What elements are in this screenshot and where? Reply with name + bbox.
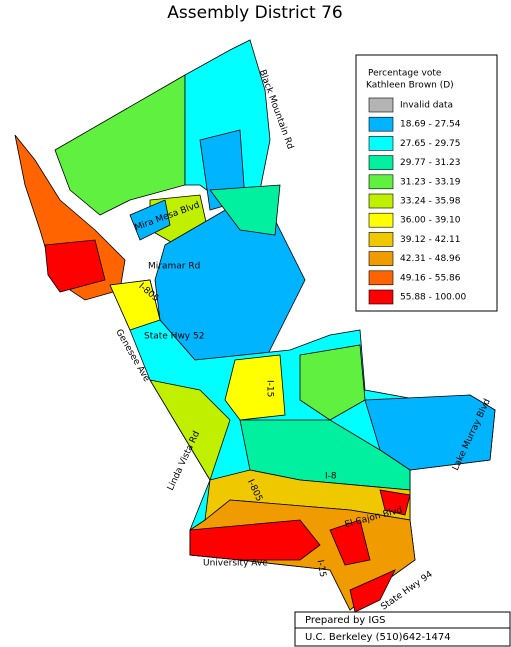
road-label: I-15 — [265, 380, 275, 397]
legend-label: 27.65 - 29.75 — [400, 139, 461, 149]
region — [189, 519, 321, 561]
legend-swatch — [368, 270, 394, 286]
road-label: Miramar Rd — [148, 262, 200, 272]
road-label: State Hwy 52 — [144, 332, 204, 342]
legend-label: 42.31 - 48.96 — [400, 254, 461, 264]
legend-label: 49.16 - 55.86 — [400, 273, 461, 283]
legend-swatch — [368, 232, 394, 247]
legend-swatch — [368, 116, 394, 132]
road-label: I-8 — [325, 472, 337, 482]
legend-label: Invalid data — [400, 101, 453, 111]
legend-label: 29.77 - 31.23 — [400, 158, 461, 168]
districts — [14, 39, 496, 613]
credit: U.C. Berkeley (510)642-1474 — [305, 632, 451, 643]
road-label: University Ave — [203, 559, 268, 569]
legend-swatch — [368, 193, 394, 209]
legend-swatch — [368, 251, 394, 266]
region — [149, 379, 231, 481]
legend-swatch — [368, 174, 394, 190]
region — [54, 74, 186, 216]
legend-swatch — [368, 212, 394, 228]
road-label: Linda Vista Rd — [166, 430, 202, 493]
legend-swatch — [368, 97, 394, 113]
legend-swatch — [368, 136, 394, 151]
credit: Prepared by IGS — [305, 615, 385, 626]
region — [224, 354, 286, 421]
region — [349, 569, 396, 613]
region — [379, 489, 411, 516]
legend-label: 55.88 - 100.00 — [400, 293, 466, 303]
credits-box — [294, 611, 511, 647]
legend-title: Percentage vote — [368, 69, 442, 79]
region — [209, 184, 281, 236]
region — [129, 199, 171, 241]
map-title: Assembly District 76 — [167, 3, 342, 23]
legend: Percentage vote Kathleen Brown (D) Inval… — [366, 69, 466, 305]
legend-label: 36.00 - 39.10 — [400, 216, 461, 226]
legend-swatch — [368, 289, 394, 305]
region — [299, 344, 366, 421]
legend-swatch — [368, 155, 394, 170]
region — [109, 279, 161, 331]
legend-label: 39.12 - 42.11 — [400, 235, 461, 245]
region — [44, 239, 106, 293]
region — [329, 519, 371, 566]
legend-label: 31.23 - 33.19 — [400, 177, 461, 187]
road-label: I-15 — [315, 559, 328, 578]
legend-label: 33.24 - 35.98 — [400, 197, 461, 207]
legend-title: Kathleen Brown (D) — [366, 81, 454, 91]
legend-label: 18.69 - 27.54 — [400, 120, 461, 130]
